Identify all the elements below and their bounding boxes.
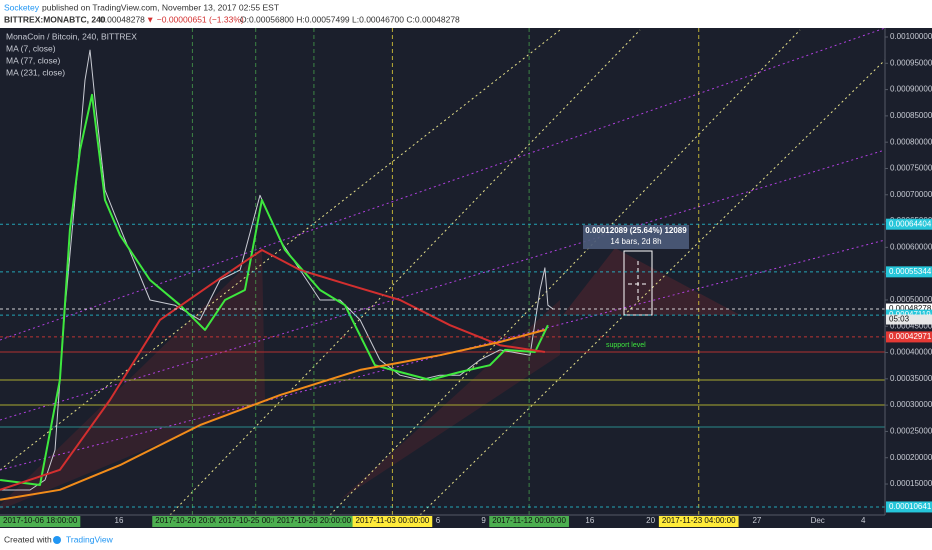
legend-entry: MA (77, close) xyxy=(6,55,60,65)
y-tick-label: 0.00075000 xyxy=(890,164,932,173)
trend-line xyxy=(0,149,886,421)
y-tick-label: 0.00020000 xyxy=(890,453,932,462)
y-tick-label: 0.00050000 xyxy=(890,295,932,304)
y-tick-label: 0.00085000 xyxy=(890,111,932,120)
published: published on TradingView.com, November 1… xyxy=(42,2,279,12)
price-label-bg xyxy=(886,303,932,315)
y-tick-label: 0.00030000 xyxy=(890,400,932,409)
countdown-bg xyxy=(886,314,932,325)
annotation: support level xyxy=(606,342,646,349)
x-tick-label: 2017-10-25 00:00:00 xyxy=(219,516,294,525)
author[interactable]: Socketey xyxy=(4,2,40,12)
x-tick-label: 2017-10-28 20:00:00 xyxy=(277,516,352,525)
x-tick-label: 9 xyxy=(481,516,486,525)
price-label-bg xyxy=(886,331,932,343)
x-tick-highlight xyxy=(658,516,739,527)
x-tick-highlight xyxy=(352,516,433,527)
y-tick-label: 0.00090000 xyxy=(890,85,932,94)
price-label-bg xyxy=(886,218,932,230)
chart-bg xyxy=(0,28,932,528)
x-tick-highlight xyxy=(273,516,355,527)
x-tick-label: 16 xyxy=(115,516,124,525)
x-tick-highlight xyxy=(0,516,81,527)
x-tick-label: 20 xyxy=(646,516,655,525)
footer-brand[interactable]: TradingView xyxy=(66,534,114,544)
y-tick-label: 0.00045000 xyxy=(890,321,932,330)
logo xyxy=(53,536,61,544)
y-tick-label: 0.00035000 xyxy=(890,374,932,383)
price-label: 0.00055344 xyxy=(889,267,932,276)
plot xyxy=(0,28,885,515)
x-tick-label: 4 xyxy=(861,516,866,525)
x-tick-label: 16 xyxy=(585,516,594,525)
measure-label: 14 bars, 2d 8h xyxy=(610,237,661,246)
symbol: BITTREX:MONABTC, 240 xyxy=(4,14,106,24)
measure-label-bg xyxy=(583,225,689,249)
footer-text: Created with xyxy=(4,534,52,544)
x-tick-label: 2017-11-12 00:00:00 xyxy=(492,516,566,525)
y-tick-label: 0.00095000 xyxy=(890,58,932,67)
legend-entry: MA (7, close) xyxy=(6,43,56,53)
x-tick-label: 6 xyxy=(436,516,441,525)
y-tick-label: 0.00100000 xyxy=(890,32,932,41)
x-tick-label: Dec xyxy=(811,516,825,525)
y-tick-label: 0.00040000 xyxy=(890,348,932,357)
x-tick-highlight xyxy=(489,516,569,527)
series-line xyxy=(0,49,554,491)
price-label: 0.00010641 xyxy=(889,502,932,511)
price-label: 0.00048278 xyxy=(889,304,932,313)
y-tick-label: 0.00070000 xyxy=(890,190,932,199)
x-tick-label: 2017-11-03 00:00:00 xyxy=(356,516,430,525)
y-tick-label: 0.00025000 xyxy=(890,427,932,436)
x-tick-label: 27 xyxy=(752,516,761,525)
y-tick-label: 0.00060000 xyxy=(890,242,932,251)
x-tick-highlight xyxy=(215,516,296,527)
series-line xyxy=(0,328,546,501)
ohlc: O:0.00056800 H:0.00057499 L:0.00046700 C… xyxy=(240,14,460,24)
x-tick-label: 2017-10-06 18:00:00 xyxy=(3,516,78,525)
price-label-bg xyxy=(886,501,932,513)
last-price: 0.00048278 xyxy=(100,14,145,24)
x-tick-highlight xyxy=(152,516,233,527)
x-tick-label: 2017-10-20 20:00:00 xyxy=(155,516,230,525)
trend-line xyxy=(0,239,886,471)
x-tick-label: 2017-11-23 04:00:00 xyxy=(662,516,736,525)
footer: Created with TradingView xyxy=(4,534,114,544)
y-tick-label: 0.00015000 xyxy=(890,479,932,488)
price-label-bg xyxy=(886,266,932,278)
countdown: 05:03 xyxy=(889,315,910,324)
trend-line xyxy=(0,29,561,471)
series-line xyxy=(0,249,546,491)
price-label: 0.00064404 xyxy=(889,219,932,228)
legend-entry: MA (231, close) xyxy=(6,67,65,77)
measure-label: 0.00012089 (25.64%) 12089 xyxy=(585,226,687,235)
trend-line xyxy=(0,27,886,341)
series-line xyxy=(0,93,549,486)
price-label: 0.00042971 xyxy=(889,332,932,341)
y-tick-label: 0.00080000 xyxy=(890,137,932,146)
header: Socketey published on TradingView.com, N… xyxy=(4,2,460,24)
change: ▼ −0.00000651 (−1.33%) xyxy=(146,14,244,24)
legend-entry: MonaCoin / Bitcoin, 240, BITTREX xyxy=(6,31,137,41)
